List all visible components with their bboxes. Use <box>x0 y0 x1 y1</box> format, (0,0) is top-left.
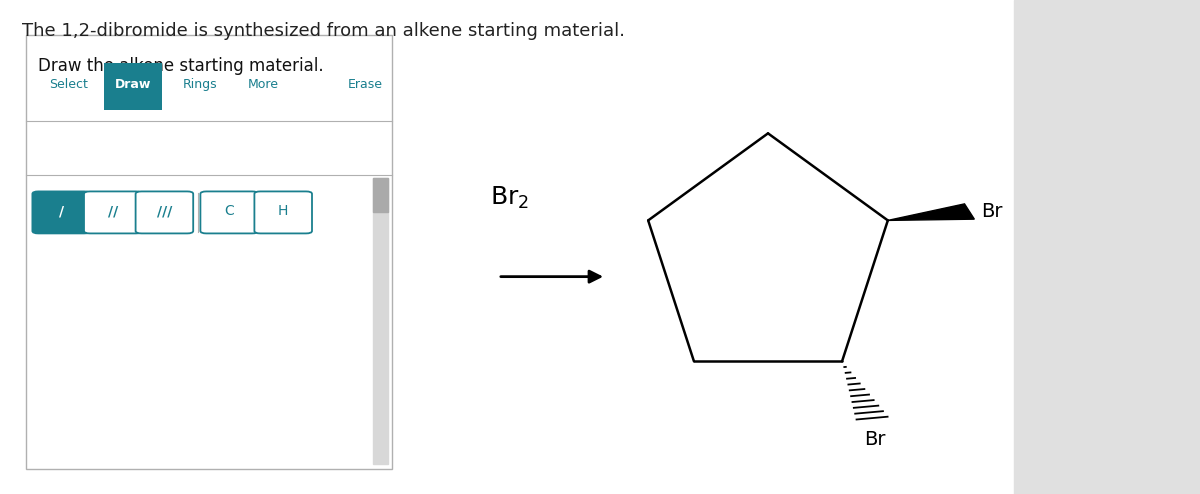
FancyBboxPatch shape <box>32 191 90 233</box>
FancyBboxPatch shape <box>200 191 258 233</box>
Text: /: / <box>59 205 64 218</box>
Text: Select: Select <box>49 78 88 91</box>
Text: Br: Br <box>982 202 1003 221</box>
Text: Br: Br <box>864 430 886 450</box>
FancyBboxPatch shape <box>254 191 312 233</box>
Polygon shape <box>888 204 974 220</box>
FancyBboxPatch shape <box>104 63 162 110</box>
Text: Rings: Rings <box>184 78 217 91</box>
Text: Br$_2$: Br$_2$ <box>490 184 529 211</box>
Text: C: C <box>224 205 234 218</box>
FancyBboxPatch shape <box>136 191 193 233</box>
Bar <box>1014 0 1200 494</box>
Bar <box>373 178 388 212</box>
Text: Draw: Draw <box>115 78 151 91</box>
Text: The 1,2-dibromide is synthesized from an alkene starting material.: The 1,2-dibromide is synthesized from an… <box>22 22 625 40</box>
Text: ///: /// <box>157 205 172 218</box>
Bar <box>373 178 388 464</box>
FancyBboxPatch shape <box>84 191 142 233</box>
Text: Erase: Erase <box>348 78 383 91</box>
Text: More: More <box>247 78 278 91</box>
Text: Draw the alkene starting material.: Draw the alkene starting material. <box>38 57 324 75</box>
FancyBboxPatch shape <box>26 35 392 469</box>
Text: //: // <box>108 205 118 218</box>
Text: H: H <box>278 205 288 218</box>
